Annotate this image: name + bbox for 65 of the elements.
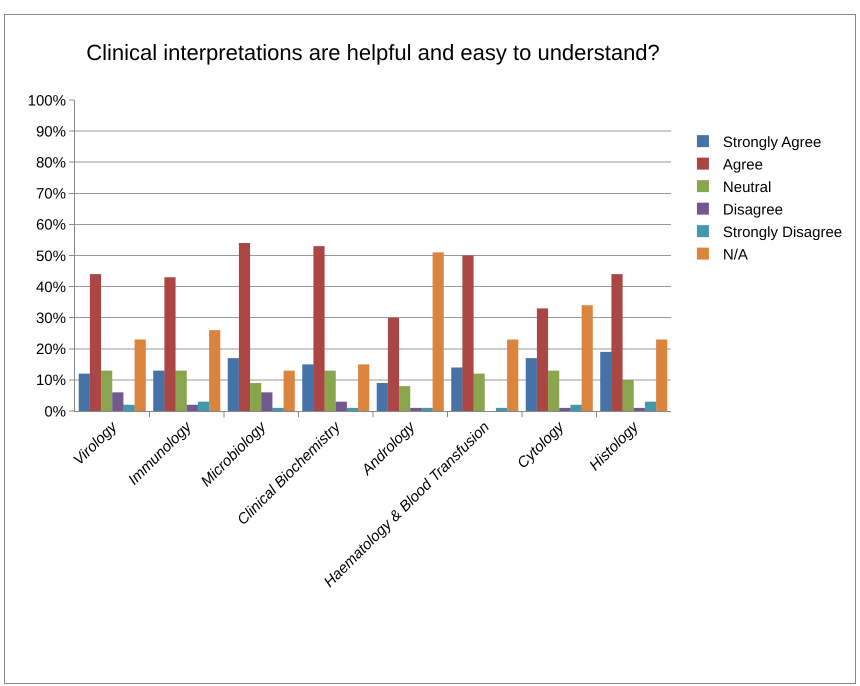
bar: [656, 339, 668, 411]
bar: [198, 402, 210, 411]
bar: [507, 339, 518, 411]
bar: [388, 318, 400, 411]
legend-label: Strongly Disagree: [722, 224, 842, 241]
bar: [90, 274, 102, 411]
bar: [358, 364, 370, 411]
y-tick-label: 20%: [36, 341, 66, 358]
legend-label: Neutral: [722, 178, 772, 196]
bar: [611, 274, 623, 411]
bar: [582, 305, 593, 411]
bar: [600, 352, 612, 411]
bar: [570, 404, 582, 411]
bar: [123, 404, 135, 411]
bar: [622, 380, 634, 411]
bar: [346, 408, 358, 411]
bar: [462, 256, 474, 411]
bar: [153, 370, 164, 411]
bar: [432, 252, 444, 411]
bar: [78, 374, 90, 411]
bar: [421, 408, 433, 411]
y-tick-label: 40%: [36, 278, 66, 296]
bar: [261, 392, 272, 411]
bar: [634, 408, 645, 411]
bar: [250, 383, 262, 411]
bar: [474, 374, 485, 411]
y-tick-label: 50%: [36, 248, 66, 265]
bar: [313, 246, 325, 411]
bar: [164, 277, 176, 411]
bar: [272, 408, 284, 411]
bar: [548, 370, 560, 411]
bar: [186, 404, 198, 411]
bar: [101, 370, 112, 411]
y-tick-label: 90%: [36, 123, 66, 140]
legend-label: Agree: [722, 156, 763, 174]
bar: [238, 243, 250, 411]
legend-label: N/A: [722, 246, 748, 264]
bar: [496, 408, 508, 411]
bar: [399, 386, 410, 411]
y-tick-label: 60%: [36, 216, 66, 234]
bar: [134, 339, 146, 411]
y-tick-label: 0%: [44, 403, 66, 420]
bar: [209, 330, 220, 411]
legend-label: Disagree: [722, 201, 783, 218]
bar: [336, 402, 347, 411]
bar: [324, 370, 336, 411]
y-tick-label: 10%: [36, 372, 66, 390]
y-tick-label: 100%: [28, 92, 66, 110]
y-tick-label: 80%: [36, 154, 66, 172]
bar: [176, 370, 187, 411]
legend-label: Strongly Agree: [722, 134, 822, 151]
y-tick-label: 30%: [36, 310, 66, 327]
bar: [302, 364, 314, 411]
bar: [559, 408, 570, 411]
bar: [451, 367, 462, 411]
bar: [376, 383, 388, 411]
bar: [536, 308, 548, 411]
bar: [284, 370, 295, 411]
bar: [644, 402, 656, 411]
bar: [112, 392, 124, 411]
bar: [410, 408, 422, 411]
bar: [228, 358, 239, 411]
chart-title: Clinical interpretations are helpful and easy to understand?: [86, 40, 660, 65]
bar: [526, 358, 537, 411]
y-tick-label: 70%: [36, 186, 66, 203]
